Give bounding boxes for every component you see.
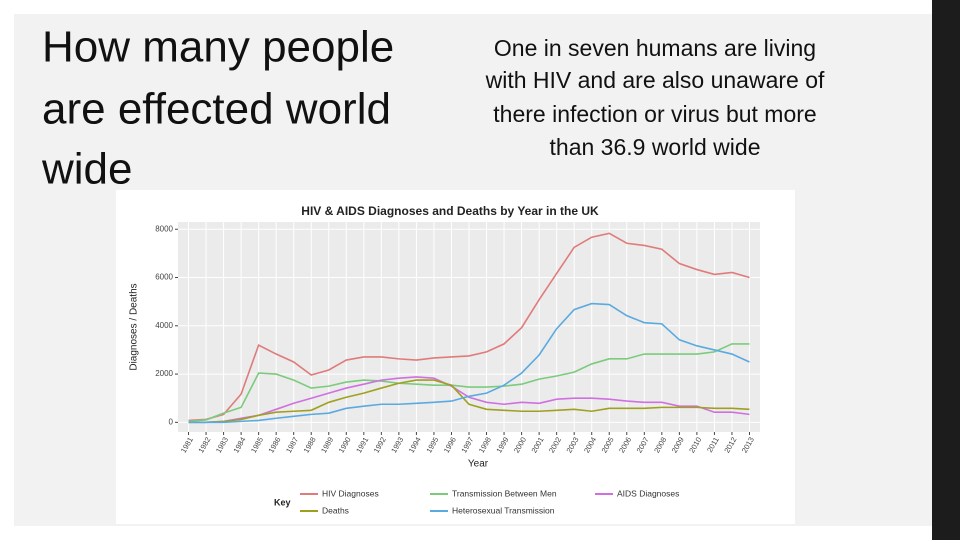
y-tick-label: 2000 xyxy=(155,369,173,378)
y-tick-label: 6000 xyxy=(155,273,173,282)
slide-title: wide xyxy=(41,145,133,194)
series-line xyxy=(188,232,750,422)
series-line xyxy=(188,302,750,424)
y-tick-label: 4000 xyxy=(155,321,173,330)
side-bar xyxy=(932,0,960,540)
chart-title: HIV & AIDS Diagnoses and Deaths by Year … xyxy=(301,204,599,218)
slide-body: One in seven humans are living xyxy=(494,35,816,61)
series-line xyxy=(188,379,750,424)
slide-title: How many people xyxy=(42,23,394,72)
legend-label: Heterosexual Transmission xyxy=(452,505,555,515)
slide-body: there infection or virus but more xyxy=(493,101,816,127)
legend-label: Transmission Between Men xyxy=(452,488,557,498)
series-line xyxy=(188,343,750,423)
legend-title: Key xyxy=(274,497,291,507)
slide-title: are effected world xyxy=(42,85,391,134)
x-axis-label: Year xyxy=(468,459,489,470)
y-tick-label: 8000 xyxy=(155,224,173,233)
legend-label: AIDS Diagnoses xyxy=(617,488,679,498)
legend-label: Deaths xyxy=(322,505,349,515)
slide-body: with HIV and are also unaware of xyxy=(485,67,825,93)
y-tick-label: 0 xyxy=(169,417,174,426)
y-axis-label: Diagnoses / Deaths xyxy=(129,283,140,370)
legend-label: HIV Diagnoses xyxy=(322,488,379,498)
slide-body: than 36.9 world wide xyxy=(550,134,761,160)
series-line xyxy=(188,376,750,424)
